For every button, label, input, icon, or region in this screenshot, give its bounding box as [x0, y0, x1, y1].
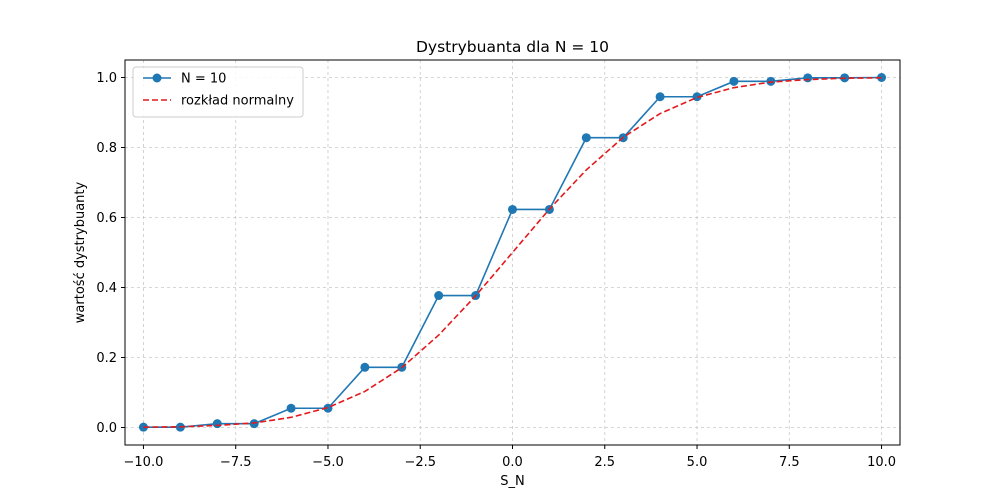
n10-data-point	[508, 204, 517, 214]
y-tick-label: 1.0	[96, 71, 117, 86]
y-tick-label: 0.4	[96, 281, 117, 296]
series-layer	[138, 73, 887, 432]
legend-box	[132, 66, 304, 118]
x-tick-label: −5.0	[312, 455, 344, 470]
y-tick-label: 0.6	[96, 211, 117, 226]
n10-data-point	[434, 291, 444, 301]
n10-data-point	[212, 419, 222, 429]
chart-title: Dystrybuanta dla N = 10	[416, 38, 609, 56]
axis-ticks: −10.0 −7.5 −5.0 −2.5 0.0 2.5 5.0 7.5 10.0 0.0 0.2 0…	[96, 71, 896, 470]
n10-data-point	[877, 73, 887, 82]
n10-data-point	[803, 73, 813, 83]
x-tick-label: −10.0	[124, 455, 164, 470]
n10-data-point	[655, 92, 665, 102]
y-tick-label: 0.2	[96, 351, 117, 366]
legend-label: N = 10	[181, 72, 226, 87]
n10-data-point	[286, 403, 296, 413]
x-tick-label: 5.0	[687, 455, 708, 470]
n10-data-point	[729, 76, 739, 86]
x-tick-label: 10.0	[867, 455, 896, 470]
y-axis-label: wartość dystrybuanty	[73, 182, 88, 324]
x-tick-label: −2.5	[404, 455, 436, 470]
legend-marker-n10	[152, 73, 162, 83]
x-tick-label: −7.5	[220, 455, 252, 470]
x-tick-label: 7.5	[779, 455, 800, 470]
n10-data-point	[360, 362, 370, 372]
y-tick-label: 0.8	[96, 141, 117, 156]
n10-data-point	[581, 133, 591, 143]
n10-data-point	[692, 92, 702, 102]
grid-lines	[125, 60, 900, 445]
legend: N = 10 rozkład normalny	[132, 66, 304, 118]
x-tick-label: 2.5	[594, 455, 615, 470]
y-tick-label: 0.0	[96, 421, 117, 436]
x-tick-label: 0.0	[502, 455, 523, 470]
x-axis-label: S_N	[500, 474, 524, 489]
legend-label: rozkład normalny	[181, 94, 294, 109]
